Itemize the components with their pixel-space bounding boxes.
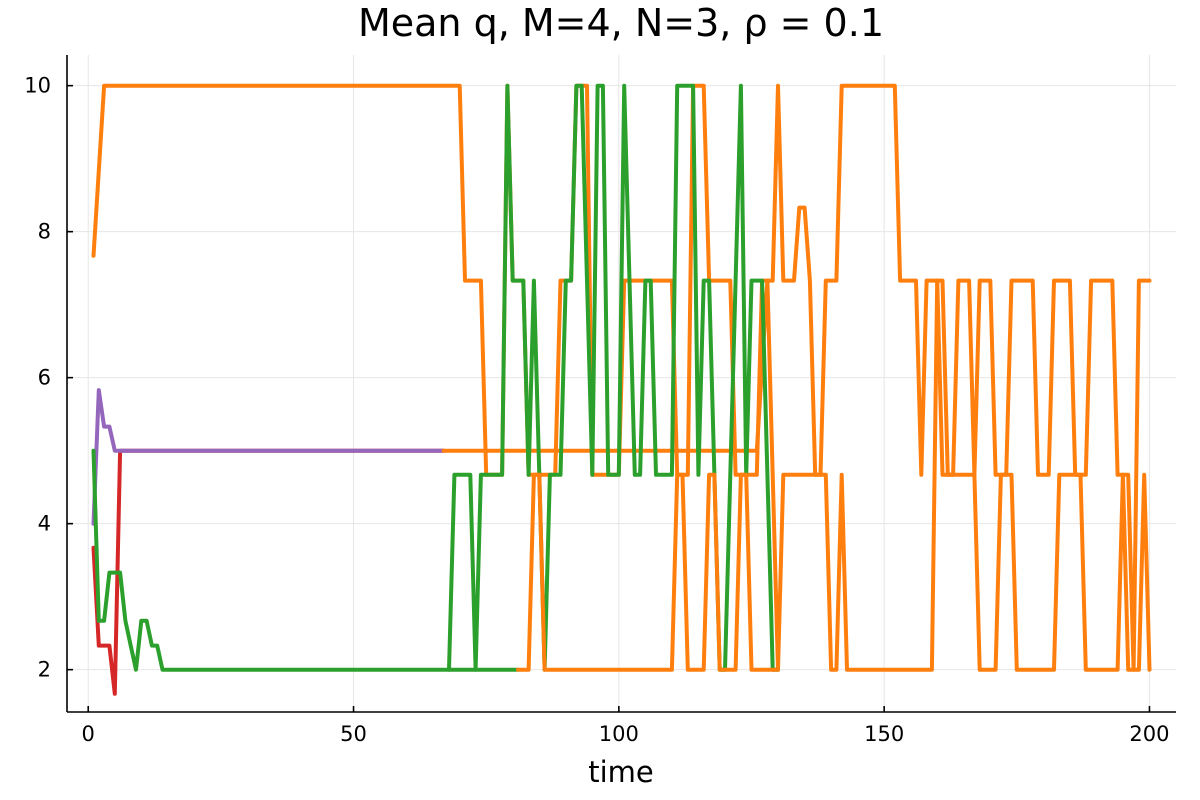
y-tick-label: 8 — [38, 220, 51, 244]
x-axis-label: time — [588, 755, 654, 789]
y-tick-label: 10 — [24, 74, 51, 98]
x-tick-label: 100 — [599, 722, 639, 746]
series-line-2 — [91, 388, 446, 526]
x-tick-label: 0 — [82, 722, 95, 746]
series-line-7 — [516, 472, 780, 672]
x-tick-label: 50 — [340, 722, 367, 746]
chart-title: Mean q, M=4, N=3, ρ = 0.1 — [358, 1, 884, 45]
y-tick-label: 6 — [38, 366, 51, 390]
axes — [66, 55, 1176, 713]
y-tick-label: 4 — [38, 512, 51, 536]
tick-labels: 0 50 100 150 200 2 4 6 8 10 — [24, 74, 1169, 746]
x-tick-label: 150 — [864, 722, 904, 746]
series-line-4 — [441, 278, 1152, 672]
x-tick-label: 200 — [1129, 722, 1169, 746]
series-line-3 — [91, 83, 1152, 672]
series-layer — [91, 83, 1152, 696]
y-tick-label: 2 — [38, 658, 51, 682]
